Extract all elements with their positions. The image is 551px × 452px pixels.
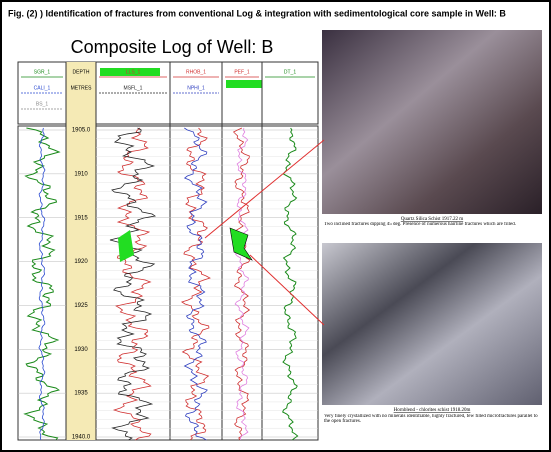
depth-label: 1925 <box>74 303 88 309</box>
curve-label: BS_1 <box>36 101 48 107</box>
curve-label: RHOB_1 <box>186 69 206 75</box>
log-curve <box>112 127 152 441</box>
curve-label: DT_1 <box>284 69 296 75</box>
curve-label: SGR_1 <box>34 69 51 75</box>
depth-label: 1910 <box>74 171 88 177</box>
curve-label: CALI_1 <box>34 85 51 91</box>
log-curve <box>234 127 250 441</box>
connector <box>249 254 325 326</box>
curve-label: METRES <box>71 85 93 91</box>
curve-label: LLS_1 <box>126 69 141 75</box>
figure-title: Fig. (2) ) Identification of fractures f… <box>8 8 506 18</box>
sample-title: Quartz Silica Schist 1917.22 m <box>401 217 463 222</box>
depth-track <box>66 62 96 440</box>
depth-label: 1940.0 <box>72 435 91 441</box>
curve-label: PEF_1 <box>234 69 250 75</box>
curve-label: NPHI_1 <box>187 85 205 91</box>
curve-label: DEPTH <box>73 69 90 75</box>
log: SGR_1 CALI_1 BS_1 DEPTH METRES LLS_1 MSFL_1 RHO… <box>17 61 319 441</box>
depth-label: 1905.0 <box>72 128 91 134</box>
log-curve <box>282 127 299 441</box>
log-curve <box>180 127 211 441</box>
log-curve <box>23 127 61 441</box>
log-curve <box>38 127 46 441</box>
log-title: Composite Log of Well: B <box>71 37 274 57</box>
sample-description: Two inclined fractures dipping 45 deg. P… <box>324 222 516 227</box>
pef-swatch <box>226 80 262 88</box>
log-curve <box>183 127 208 441</box>
depth-label: 1920 <box>74 259 88 265</box>
sample-text: Two inclined fractures dipping 45 deg. P… <box>324 222 516 227</box>
connector <box>204 139 325 239</box>
depth-label: 1930 <box>74 347 88 353</box>
core-photo <box>322 30 542 214</box>
sample-title: Hornblend - chlorites schist 1918.20m <box>394 408 471 413</box>
fracture-fill <box>229 227 253 261</box>
depth-label: 1935 <box>74 391 88 397</box>
sample-text: Very finely crystallized with no mineral… <box>324 414 538 424</box>
log-curve <box>109 127 157 441</box>
core-photo <box>322 243 542 405</box>
sample-description: Very finely crystallized with no mineral… <box>324 414 538 424</box>
fracture-fill <box>118 230 134 262</box>
curve-label: MSFL_1 <box>124 85 143 91</box>
depth-label: 1915 <box>74 215 88 221</box>
lls-swatch <box>100 68 160 76</box>
